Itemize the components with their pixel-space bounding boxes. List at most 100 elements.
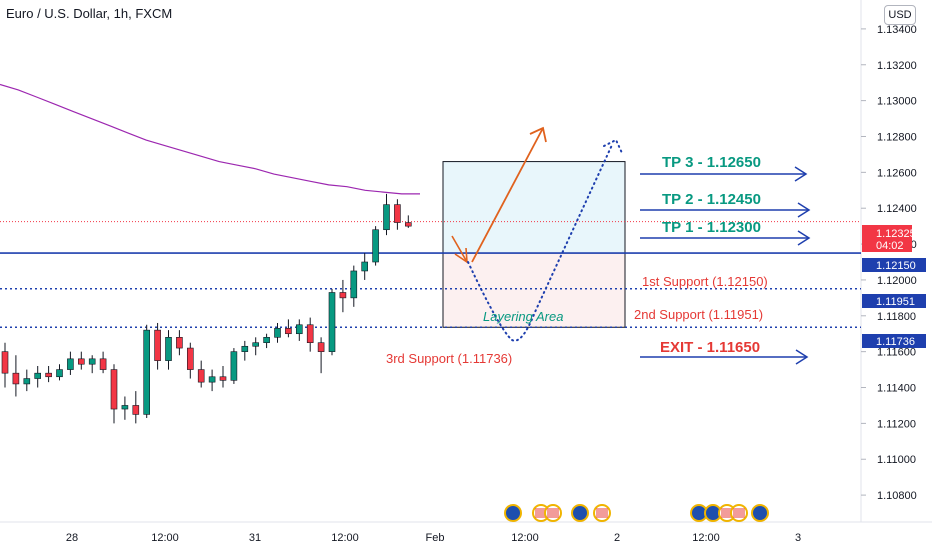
candle-body (350, 270, 358, 299)
currency-button[interactable]: USD (884, 5, 916, 25)
candle-body (45, 372, 52, 378)
level-badge-1: 1.12150 (862, 258, 926, 272)
candle-body (132, 405, 140, 415)
price-tick-label: 1.11200 (877, 418, 916, 430)
price-tick-label: 1.12600 (877, 167, 917, 179)
level-badge-1-value: 1.12150 (876, 260, 916, 272)
candle-body (176, 337, 183, 349)
candle-body (394, 204, 401, 223)
candle-body (121, 405, 129, 410)
dotted-path-head (603, 138, 623, 154)
price-tick-label: 1.11800 (877, 311, 916, 323)
price-tick-label: 1.11600 (877, 347, 916, 359)
time-tick-label: Feb (426, 532, 445, 544)
candle-body (110, 369, 118, 410)
economic-events[interactable] (504, 504, 769, 522)
level-badge-1-bg (862, 258, 926, 272)
candle-body (197, 369, 205, 383)
candle-body (154, 329, 161, 361)
candle-body (165, 337, 172, 361)
candle-body (339, 292, 347, 299)
price-tick-label: 1.13000 (877, 96, 917, 108)
eu-flag-icon[interactable] (571, 504, 589, 522)
support1-label: 1st Support (1.12150) (642, 274, 768, 289)
time-tick-label: 28 (66, 532, 78, 544)
time-tick-label: 3 (795, 532, 801, 544)
tp1-label: TP 1 - 1.12300 (662, 219, 761, 236)
candle-body (56, 369, 63, 378)
candle-body (219, 376, 227, 381)
candle-body (361, 261, 369, 272)
price-tick-label: 1.13400 (877, 24, 917, 36)
candle-body (274, 328, 281, 338)
candlestick-series (1, 193, 412, 424)
us-flag-stripes-icon (721, 508, 733, 518)
candle-body (328, 292, 336, 352)
level-badge-2: 1.11951 (862, 294, 926, 308)
candle-body (404, 222, 412, 227)
bullish-arrow-line (471, 127, 544, 263)
price-tick-label: 1.10800 (877, 490, 917, 502)
support3-label: 3rd Support (1.11736) (386, 351, 512, 366)
candle-body (187, 347, 194, 370)
candle-body (78, 358, 85, 365)
tp1-arrow-head (797, 230, 811, 246)
candle-body (143, 329, 150, 415)
bullish-arrow-head (529, 126, 547, 143)
current-price-badge-bg (862, 225, 912, 252)
eu-flag-icon[interactable] (751, 504, 769, 522)
dotted-path-line (467, 144, 613, 342)
price-tick-label: 1.13200 (877, 60, 917, 72)
tp3-label: TP 3 - 1.12650 (662, 154, 761, 171)
pullback-arrow-line (451, 235, 468, 263)
target-arrows (640, 166, 811, 365)
price-tick-label: 1.12800 (877, 131, 917, 143)
tp3-arrow-head (794, 166, 808, 182)
tp2-arrow-head (797, 202, 811, 218)
candle-body (99, 358, 107, 370)
level-badge-2-value: 1.11951 (876, 296, 915, 308)
candle-body (208, 376, 216, 383)
price-tick-label: 1.12000 (877, 275, 917, 287)
price-tick-label: 1.12400 (877, 203, 917, 215)
current-price-badge: 1.12325 04:02 (862, 225, 916, 252)
candle-body (1, 351, 9, 374)
candle-body (263, 337, 270, 343)
level-badge-3-bg (862, 334, 926, 348)
candle-body (285, 328, 292, 335)
us-flag-stripes-icon (733, 508, 745, 518)
eu-flag-icon[interactable] (504, 504, 522, 522)
level-badge-3-value: 1.11736 (876, 336, 915, 348)
candle-body (12, 372, 20, 385)
current-price-value: 1.12325 (876, 228, 916, 240)
candle-body (88, 358, 96, 365)
candle-body (372, 229, 379, 263)
tp2-label: TP 2 - 1.12450 (662, 191, 761, 208)
exit-arrow-head (795, 349, 809, 365)
candle-body (230, 351, 238, 381)
layering-area-label: Layering Area (483, 309, 563, 324)
chart-title: Euro / U.S. Dollar, 1h, FXCM (6, 6, 173, 21)
time-tick-label: 31 (249, 532, 261, 544)
projection-arrows (451, 126, 623, 342)
candle-body (252, 342, 259, 347)
support2-label: 2nd Support (1.11951) (634, 307, 763, 322)
level-badge-2-bg (862, 294, 926, 308)
price-tick-label: 1.11000 (877, 454, 916, 466)
exit-label: EXIT - 1.11650 (660, 339, 760, 356)
us-flag-stripes-icon (535, 508, 547, 518)
time-tick-label: 12:00 (331, 532, 359, 544)
candle-body (317, 342, 325, 352)
time-tick-label: 2 (614, 532, 620, 544)
support-lines (0, 252, 861, 329)
time-tick-label: 12:00 (511, 532, 539, 544)
time-axis[interactable]: 28 12:00 31 12:00 Feb 12:00 2 12:00 3 (66, 532, 801, 544)
candle-body (34, 372, 42, 379)
candle-body (306, 324, 314, 343)
time-tick-label: 12:00 (151, 532, 179, 544)
us-flag-stripes-icon (547, 508, 559, 518)
candle-body (241, 345, 249, 352)
us-flag-stripes-icon (596, 508, 608, 518)
candle-body (295, 324, 303, 335)
